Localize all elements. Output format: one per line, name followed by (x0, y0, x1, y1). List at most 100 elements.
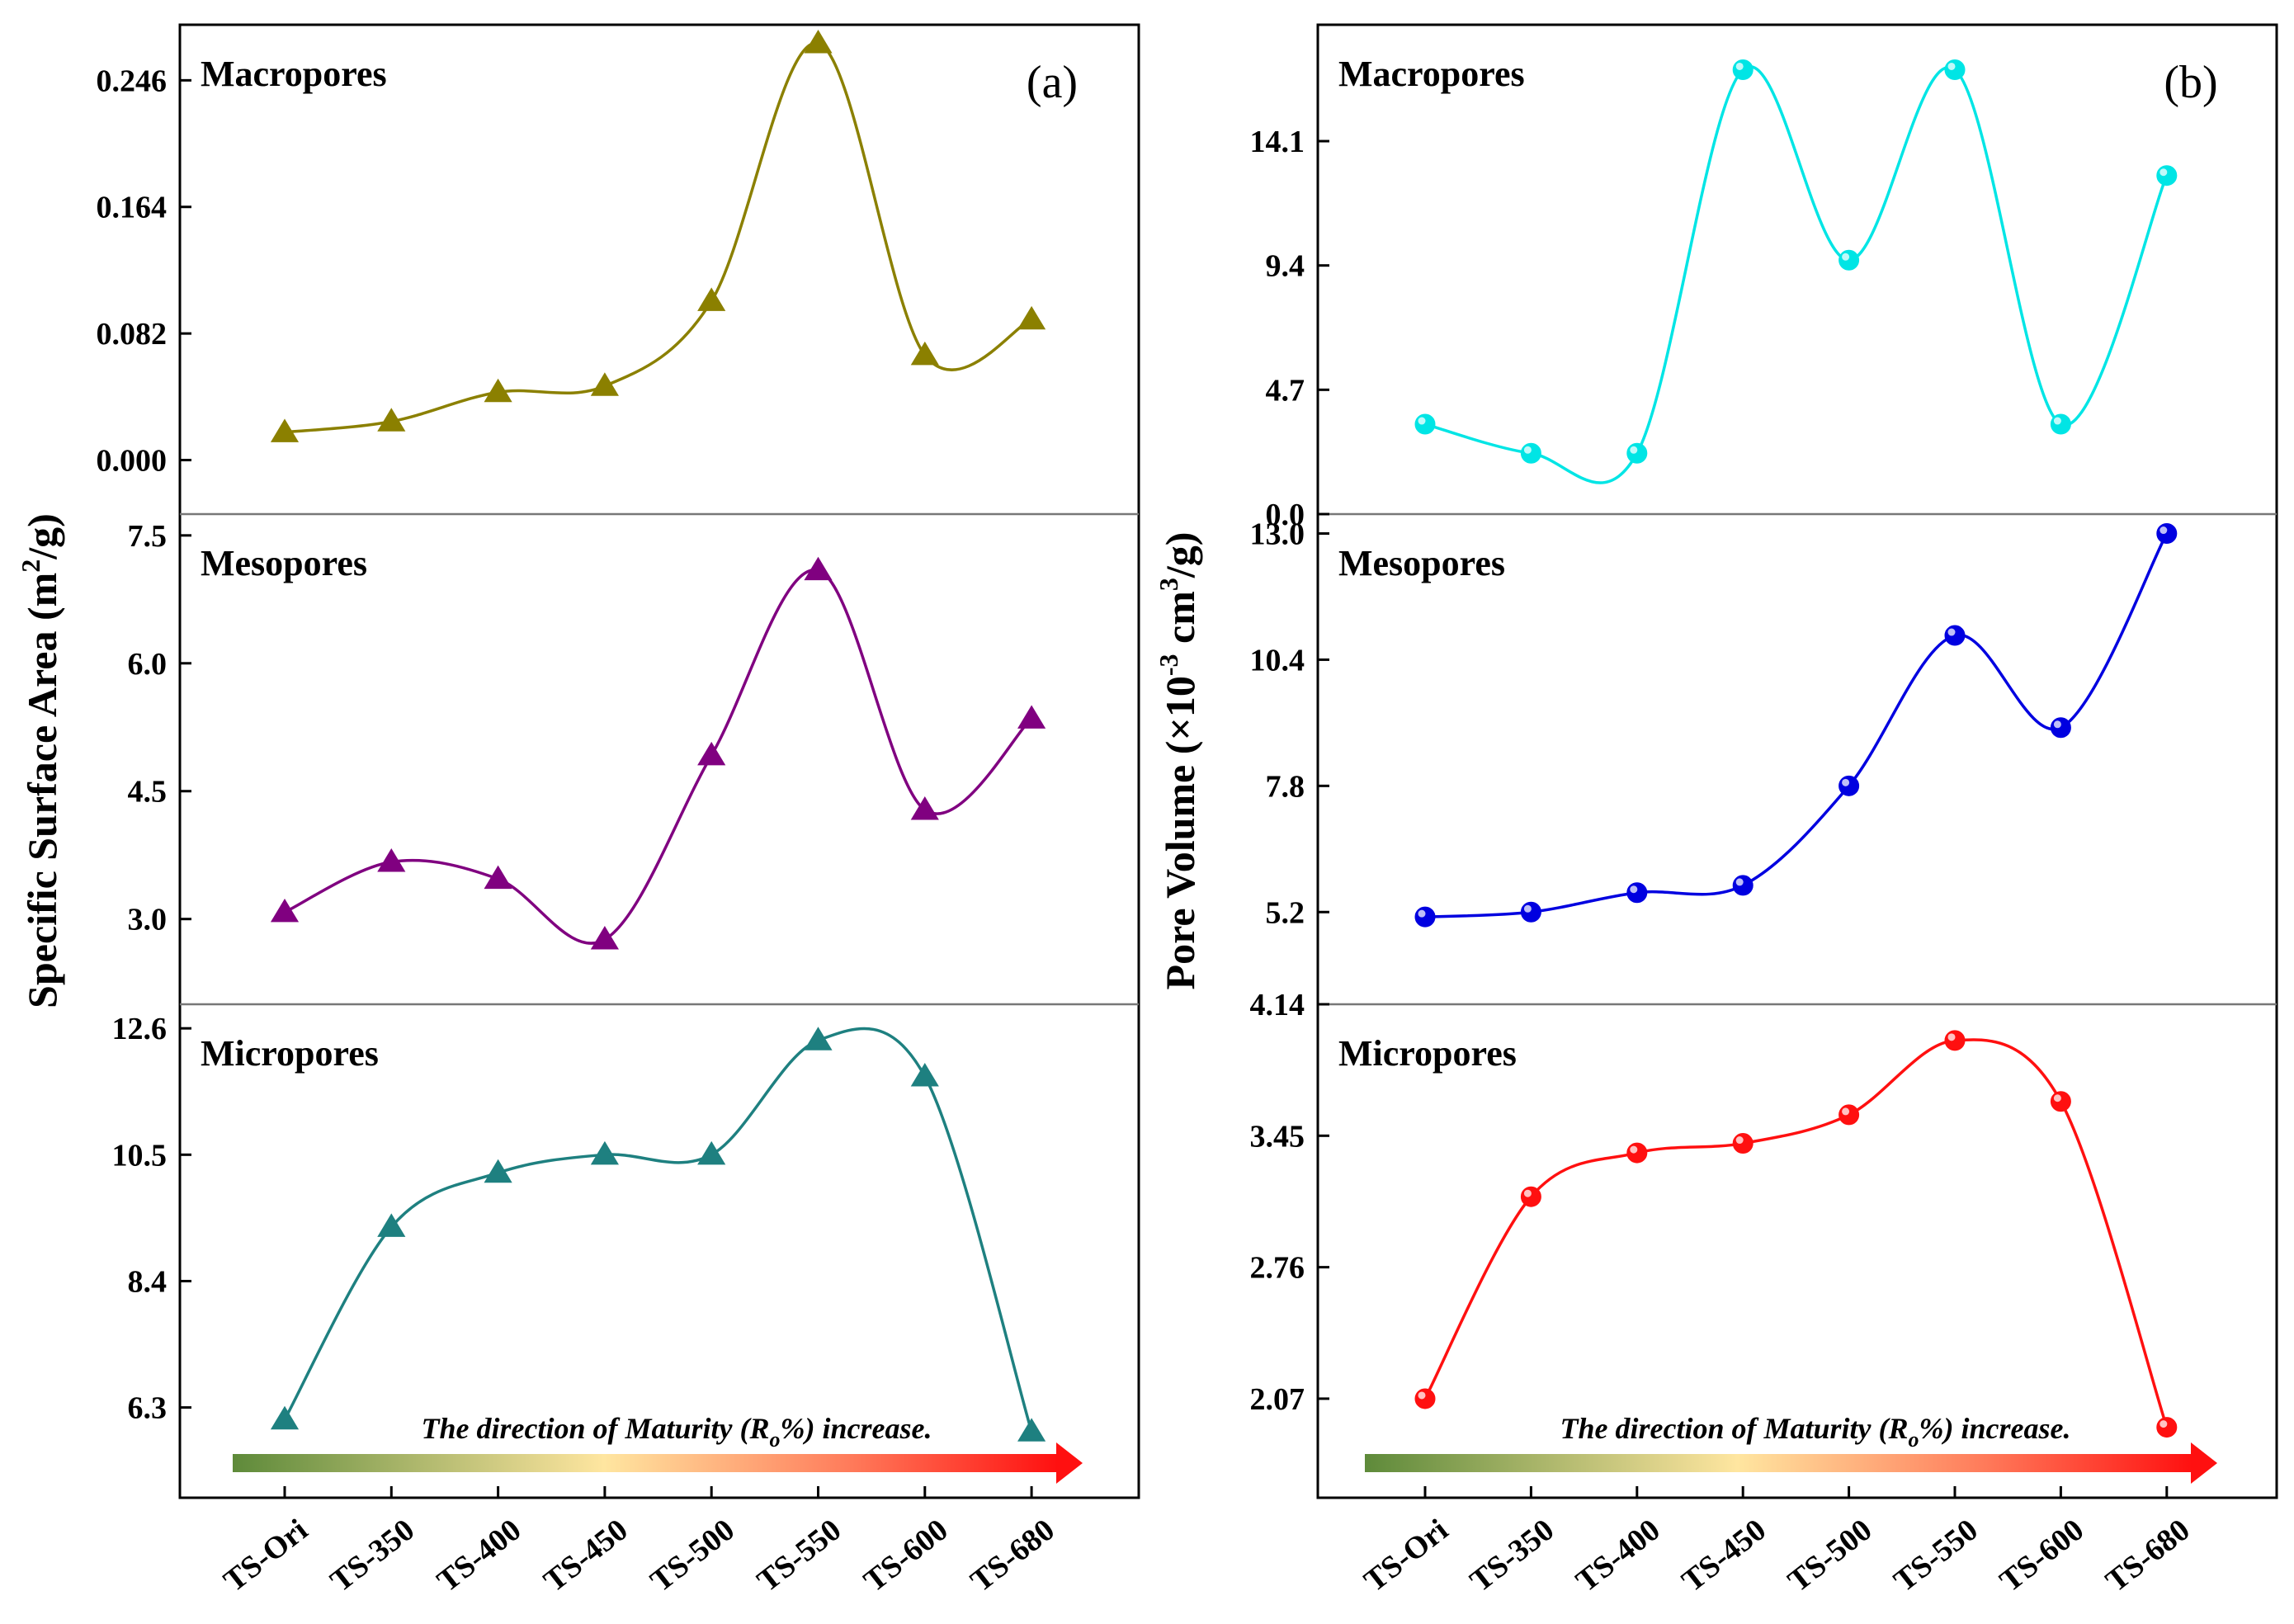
panel-b-micropores-data-point (1839, 1104, 1860, 1126)
panel-a-macropores-data-point (804, 29, 833, 54)
panel-b-mesopores-y-tick-label: 7.8 (1266, 769, 1305, 804)
panel-b-x-tick-label: TS-350 (1464, 1513, 1560, 1599)
panel-b-macropores-data-point (1414, 413, 1436, 435)
panel-b-mesopores-y-tick-label: 10.4 (1250, 643, 1305, 677)
panel-b-macropores-y-tick-label: 4.7 (1266, 373, 1305, 408)
panel-b-macropores-plot: 0.0 4.7 9.4 14.1 Macropores (1250, 54, 2178, 532)
panel-b-micropores-data-point (2156, 1417, 2178, 1438)
panel-b-micropores-data-point (1732, 1133, 1754, 1154)
panel-b-arrow-text-subscript: o (1909, 1428, 1919, 1452)
panel-b-mesopores-plot: 5.2 7.8 10.4 13.0 Mesopores (1250, 517, 2178, 930)
panel-b-micropores-y-tick-label: 4.14 (1250, 988, 1305, 1022)
panel-a-micropores-y-tick-label: 12.6 (112, 1012, 168, 1046)
panel-b-y-axis-label: Pore Volume (×10-3 cm3/g) (1154, 532, 1203, 990)
panel-b-arrow-text-prefix: The direction of Maturity (R (1560, 1412, 1909, 1445)
panel-b-arrow-text-suffix: %) increase. (1919, 1412, 2071, 1445)
panel-b-macropores-data-point-highlight (1735, 62, 1744, 70)
panel-a-tag: (a) (1027, 57, 1078, 108)
panel-b-x-tick-label: TS-450 (1676, 1513, 1772, 1599)
panel-b-macropores-data-point (2050, 413, 2071, 435)
panel-b-mesopores-data-point-highlight (1630, 885, 1638, 894)
panel-a-macropores-data-point (484, 378, 512, 403)
panel-b-mesopores-data-point-highlight (1947, 628, 1956, 636)
panel-b-micropores-data-point (1944, 1030, 1966, 1051)
panel-a-y-axis-label: Specific Surface Area (m2/g) (16, 513, 65, 1008)
panel-b-mesopores-data-point (1839, 775, 1860, 796)
panel-b-y-label-mid: cm (1157, 591, 1203, 654)
panel-a-mesopores-data-point (590, 926, 619, 950)
panel-a-mesopores-y-tick-label: 4.5 (128, 775, 168, 810)
panel-b-x-tick-label: TS-600 (1994, 1513, 2090, 1599)
panel-b-macropores-data-point (1732, 59, 1754, 80)
panel-a-micropores-data-point (697, 1140, 726, 1165)
panel-b-micropores-y-tick-label: 2.07 (1250, 1382, 1305, 1417)
panel-a-x-tick-label: TS-350 (324, 1513, 421, 1599)
panel-a-mesopores-data-point (377, 848, 406, 872)
panel-b-micropores-data-point-highlight (1842, 1107, 1850, 1116)
panel-b-micropores-data-point (1520, 1186, 1541, 1207)
panel-a-macropores-y-tick-label: 0.082 (97, 317, 168, 352)
panel-b-tag: (b) (2164, 57, 2217, 108)
panel-b-micropores-y-tick-label: 3.45 (1250, 1119, 1305, 1154)
panel-a-mesopores-data-point (804, 556, 833, 581)
panel-b-x-tick-label: TS-550 (1887, 1513, 1984, 1599)
panel-b-x-tick-label: TS-Ori (1357, 1513, 1454, 1599)
panel-b-macropores-data-point (1839, 249, 1860, 271)
panel-a-frame (178, 23, 1140, 1499)
panel-a-x-axis: TS-Ori TS-350 TS-400 TS-450 TS-500 TS-550 TS-6… (217, 1486, 1061, 1599)
panel-a-macropores-y-tick-label: 0.246 (97, 64, 168, 98)
panel-b-micropores-data-point-highlight (1630, 1145, 1638, 1154)
panel-b-mesopores-data-point-highlight (1735, 878, 1744, 886)
panel-b-mesopores-data-point (1414, 906, 1436, 928)
panel-b-mesopores-title: Mesopores (1338, 543, 1505, 583)
panel-a-arrow-head (1056, 1442, 1083, 1484)
panel-b-mesopores-data-point (1626, 882, 1648, 904)
panel-b-x-tick-label: TS-680 (2099, 1513, 2196, 1599)
panel-b-mesopores-data-point (1944, 625, 1966, 646)
panel-b-macropores-data-point (2156, 165, 2178, 186)
panel-a-x-tick-label: TS-450 (537, 1513, 634, 1599)
panel-a-micropores-data-point (484, 1159, 512, 1183)
panel-a-x-tick-label: TS-550 (751, 1513, 847, 1599)
panel-b-macropores-data-point (1626, 442, 1648, 464)
panel-a-y-label-prefix: Specific Surface Area (m (19, 573, 65, 1008)
panel-b-x-tick-label: TS-400 (1569, 1513, 1666, 1599)
panel-a-micropores-data-point (590, 1140, 619, 1165)
panel-a-mesopores-data-point (910, 796, 939, 820)
panel-b-micropores-data-point (1414, 1388, 1436, 1409)
panel-b-arrow-text: The direction of Maturity (Ro%) increase… (1560, 1412, 2071, 1452)
panel-a-macropores-y-tick-label: 0.000 (97, 444, 168, 479)
panel-b-mesopores-data-point (1732, 875, 1754, 896)
panel-b-micropores-data-point-highlight (1947, 1033, 1956, 1041)
panel-b-arrow-bar (1365, 1454, 2193, 1472)
panel-a-x-tick-label: TS-400 (431, 1513, 527, 1599)
panel-a: 0.000 0.082 0.164 0.246 Macropores 3.0 4.5 6.0… (16, 23, 1140, 1599)
panel-a-micropores-y-tick-label: 10.5 (112, 1138, 168, 1173)
panel-b-mesopores-data-point (1520, 901, 1541, 923)
panel-b-arrow-head (2191, 1442, 2217, 1484)
panel-b-frame (1316, 23, 2278, 1499)
panel-a-micropores-data-point (270, 1405, 300, 1430)
panel-b-x-tick-label: TS-500 (1782, 1513, 1878, 1599)
panel-b-macropores-data-point-highlight (1418, 417, 1426, 425)
panel-a-arrow-text-subscript: o (770, 1428, 781, 1452)
panel-b-y-label-suffix: /g) (1157, 532, 1203, 579)
panel-a-mesopores-data-point (697, 741, 726, 766)
panel-a-macropores-y-tick-label: 0.164 (97, 191, 168, 225)
panel-a-micropores-y-tick-label: 8.4 (128, 1264, 168, 1299)
panel-a-x-tick-label: TS-Ori (217, 1513, 314, 1599)
panel-a-x-tick-label: TS-680 (965, 1513, 1061, 1599)
panel-b-macropores-data-point-highlight (1523, 446, 1532, 454)
panel-b-micropores-plot: 2.07 2.76 3.45 4.14 Micropores (1250, 988, 2178, 1438)
panel-a-macropores-data-point (910, 341, 939, 366)
panel-b-macropores-data-point (1944, 59, 1966, 80)
panel-a-mesopores-y-tick-label: 3.0 (128, 903, 168, 937)
panel-a-arrow-bar (233, 1454, 1058, 1472)
panel-a-arrow-text-prefix: The direction of Maturity (R (422, 1412, 770, 1445)
panel-a-micropores-y-tick-label: 6.3 (128, 1391, 168, 1426)
panel-b-mesopores-data-point-highlight (2159, 526, 2168, 535)
panel-a-micropores-data-point (1017, 1418, 1046, 1442)
panel-b-maturity-arrow: The direction of Maturity (Ro%) increase… (1365, 1412, 2217, 1484)
panel-a-micropores-data-point (804, 1027, 833, 1050)
panel-b-micropores-data-point-highlight (2053, 1094, 2061, 1102)
